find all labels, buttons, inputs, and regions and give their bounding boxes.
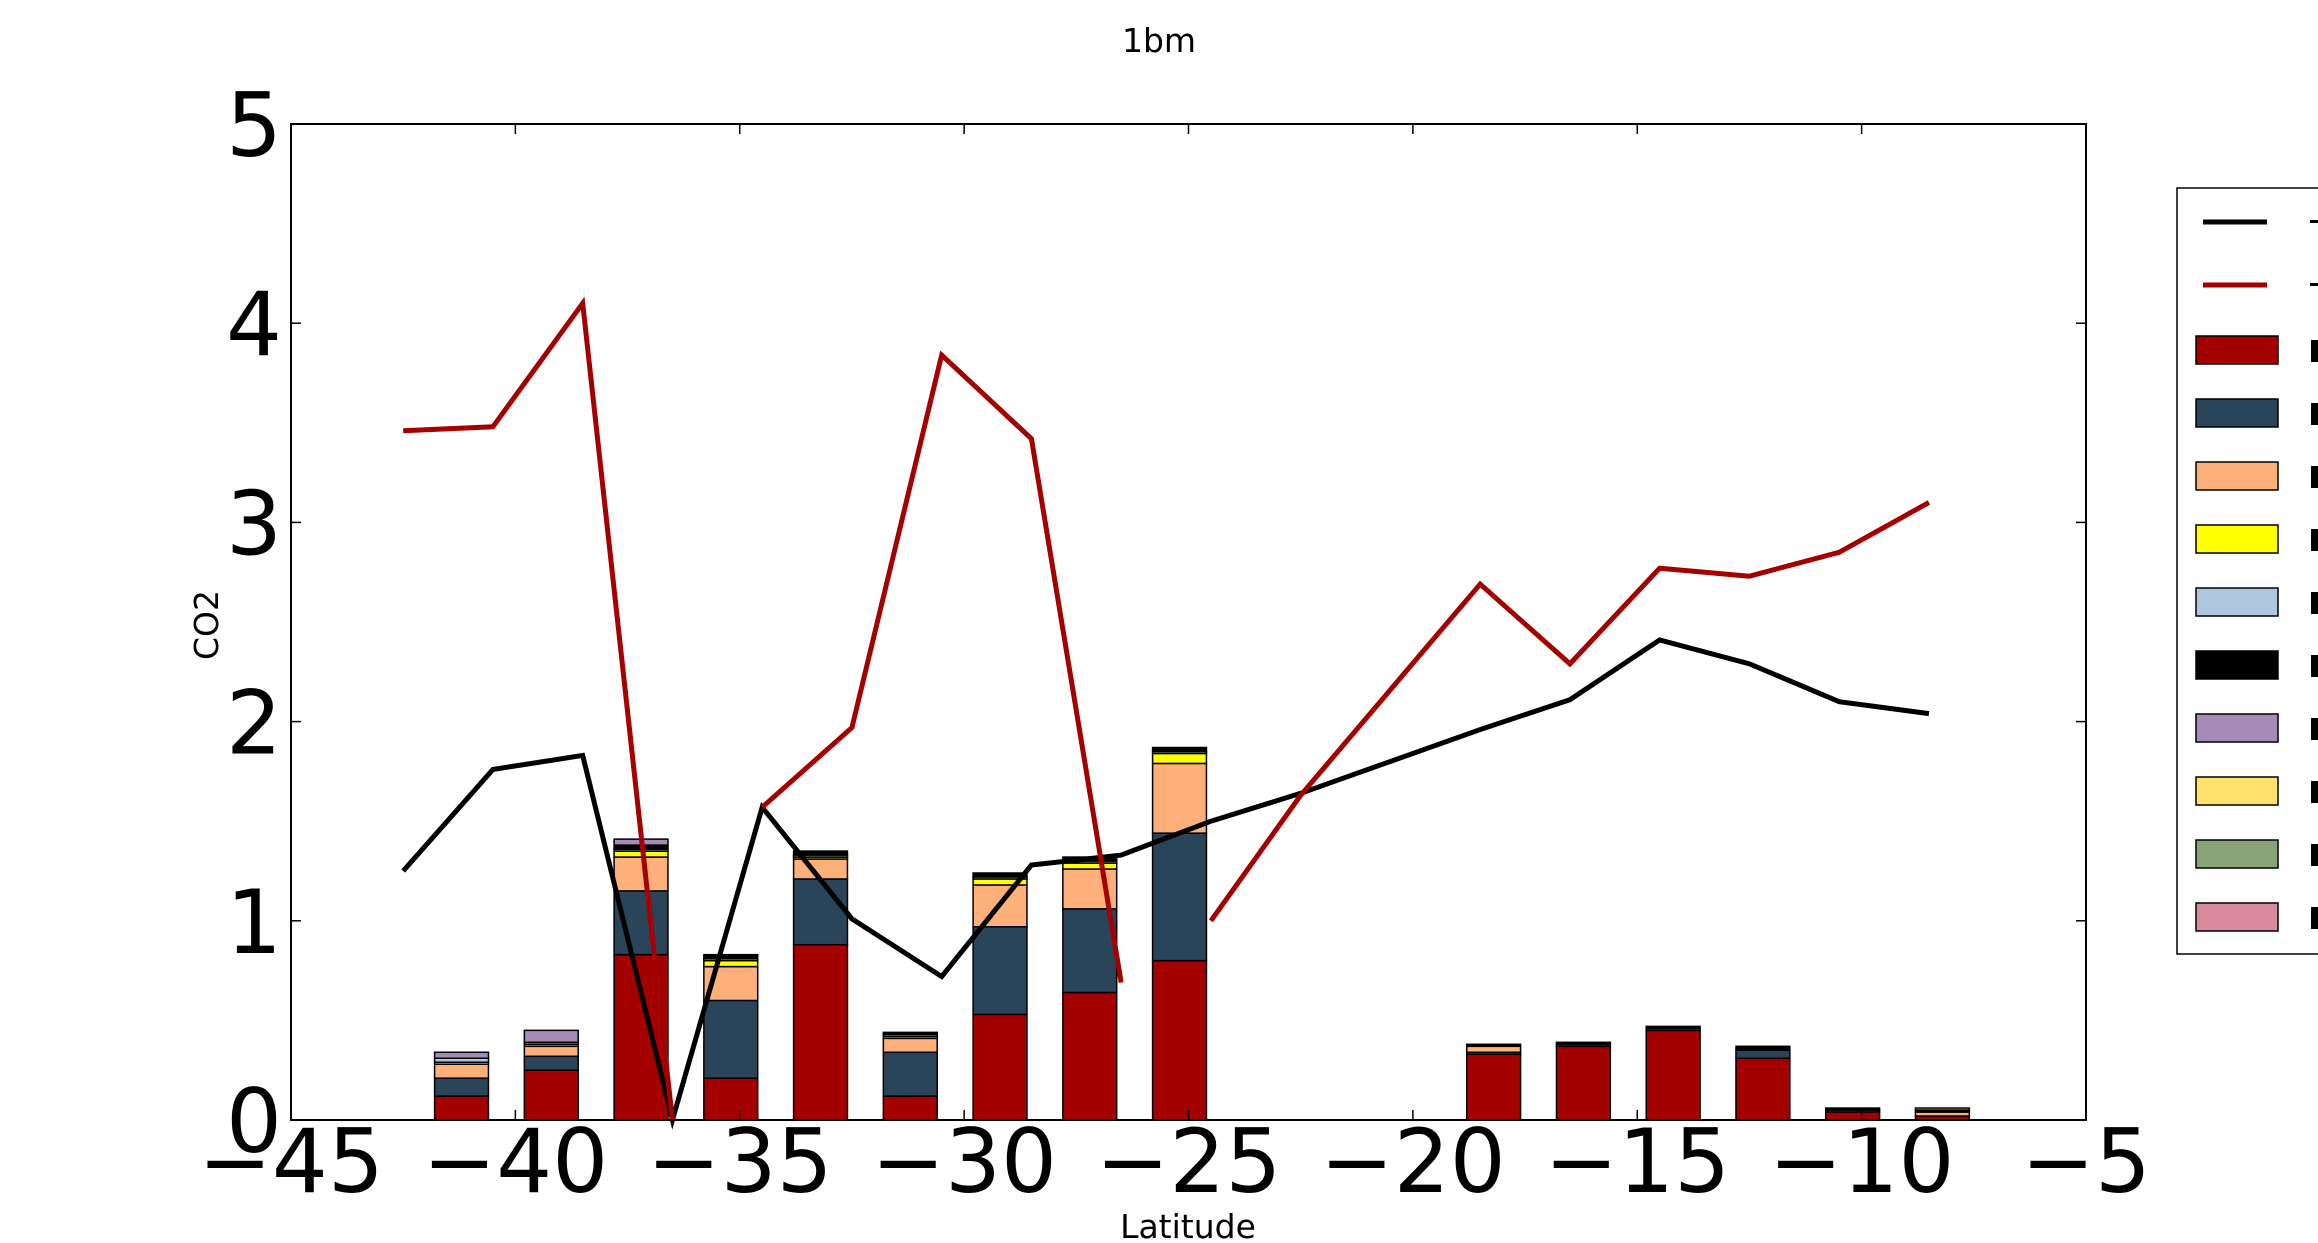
legend-label-stub bbox=[2311, 466, 2318, 488]
bar-segment bbox=[1555, 1045, 1612, 1121]
ticks-layer: −45 −40 −35 −30 −25 −20 −15 −10 −5 0 1 2 3 4 5 bbox=[198, 74, 2151, 1213]
legend-patch bbox=[2195, 902, 2279, 932]
legend-label-stub bbox=[2311, 907, 2318, 929]
bar-segment bbox=[523, 1045, 579, 1058]
y-tick-label: 4 bbox=[226, 273, 282, 376]
bar-segment bbox=[433, 1051, 490, 1059]
legend bbox=[2176, 187, 2318, 955]
legend-box bbox=[2176, 187, 2318, 955]
bar-segment bbox=[1151, 832, 1208, 962]
bar-segment bbox=[523, 1029, 579, 1044]
x-tick-label: −15 bbox=[1544, 1110, 1730, 1213]
chart-title: 1bm bbox=[1122, 21, 1196, 60]
legend-patch bbox=[2195, 398, 2279, 428]
legend-label-stub bbox=[2311, 340, 2318, 362]
bar-segment bbox=[433, 1063, 490, 1079]
bar-segment bbox=[792, 878, 849, 946]
bar-segment bbox=[1062, 862, 1118, 870]
bar-segment bbox=[1914, 1107, 1971, 1111]
bar-segment bbox=[792, 850, 849, 856]
bar-segment bbox=[882, 1031, 938, 1036]
x-axis-label: Latitude bbox=[1120, 1207, 1256, 1243]
bar-segment bbox=[523, 1055, 579, 1071]
x-tick-label: −5 bbox=[2021, 1110, 2151, 1213]
bar-segment bbox=[1735, 1049, 1791, 1059]
y-tick-label: 5 bbox=[226, 74, 282, 177]
bar-segment bbox=[1465, 1045, 1522, 1054]
legend-patch bbox=[2195, 587, 2279, 617]
bar-segment bbox=[972, 872, 1028, 878]
bar-segment bbox=[882, 1037, 938, 1054]
bar-segment bbox=[1555, 1041, 1612, 1046]
bar-segment bbox=[1735, 1045, 1791, 1052]
y-tick-label: 1 bbox=[226, 871, 282, 974]
series-line bbox=[401, 637, 1930, 1130]
bar-segment bbox=[1151, 752, 1208, 765]
bar-segment bbox=[703, 999, 759, 1079]
x-tick-label: −30 bbox=[871, 1110, 1057, 1213]
bar-segment bbox=[613, 856, 669, 892]
bar-segment bbox=[1824, 1107, 1881, 1111]
bar-segment bbox=[1465, 1053, 1522, 1121]
legend-label-stub bbox=[2311, 781, 2318, 803]
bar-segment bbox=[1645, 1029, 1701, 1121]
bar-segment bbox=[1151, 746, 1208, 753]
bar-segment bbox=[882, 1051, 938, 1097]
bar-segment bbox=[972, 1013, 1028, 1121]
x-tick-label: −45 bbox=[198, 1110, 384, 1213]
bar-segment bbox=[792, 943, 849, 1121]
legend-patch bbox=[2195, 776, 2279, 806]
x-tick-label: −35 bbox=[647, 1110, 833, 1213]
y-axis-label: CO2 bbox=[187, 590, 226, 660]
bar-segment bbox=[703, 953, 759, 960]
y-tick-label: 2 bbox=[226, 672, 282, 775]
bar-segment bbox=[972, 926, 1028, 1016]
legend-label-stub bbox=[2311, 655, 2318, 677]
legend-label-stub bbox=[2311, 592, 2318, 614]
legend-label-stub bbox=[2311, 529, 2318, 551]
bar-segment bbox=[703, 1077, 759, 1121]
y-tick-label: 0 bbox=[226, 1070, 282, 1173]
legend-patch bbox=[2195, 650, 2279, 680]
legend-label-stub bbox=[2310, 283, 2318, 286]
bar-segment bbox=[1151, 959, 1208, 1121]
bar-segment bbox=[613, 953, 669, 1121]
x-tick-label: −25 bbox=[1096, 1110, 1282, 1213]
x-tick-label: −10 bbox=[1769, 1110, 1955, 1213]
bar-segment bbox=[1645, 1025, 1701, 1030]
series-line bbox=[760, 350, 1124, 983]
series-line bbox=[403, 296, 675, 1121]
legend-label-stub bbox=[2311, 718, 2318, 740]
legend-patch bbox=[2195, 461, 2279, 491]
bar-segment bbox=[972, 884, 1028, 928]
legend-patch bbox=[2195, 839, 2279, 869]
bar-segment bbox=[1062, 991, 1118, 1121]
series-line bbox=[1208, 500, 1931, 923]
y-tick-label: 3 bbox=[226, 472, 282, 575]
legend-patch bbox=[2195, 713, 2279, 743]
legend-patch bbox=[2195, 335, 2279, 365]
x-tick-label: −20 bbox=[1320, 1110, 1506, 1213]
bar-segment bbox=[1465, 1043, 1522, 1048]
bar-segment bbox=[1151, 762, 1208, 834]
bar-segment bbox=[433, 1077, 490, 1097]
legend-patch bbox=[2195, 524, 2279, 554]
lines-layer bbox=[401, 296, 1931, 1130]
legend-label-stub bbox=[2311, 403, 2318, 425]
legend-label-stub bbox=[2311, 844, 2318, 866]
bar-segment bbox=[703, 959, 759, 968]
x-tick-label: −40 bbox=[423, 1110, 609, 1213]
legend-label-stub bbox=[2310, 220, 2318, 223]
